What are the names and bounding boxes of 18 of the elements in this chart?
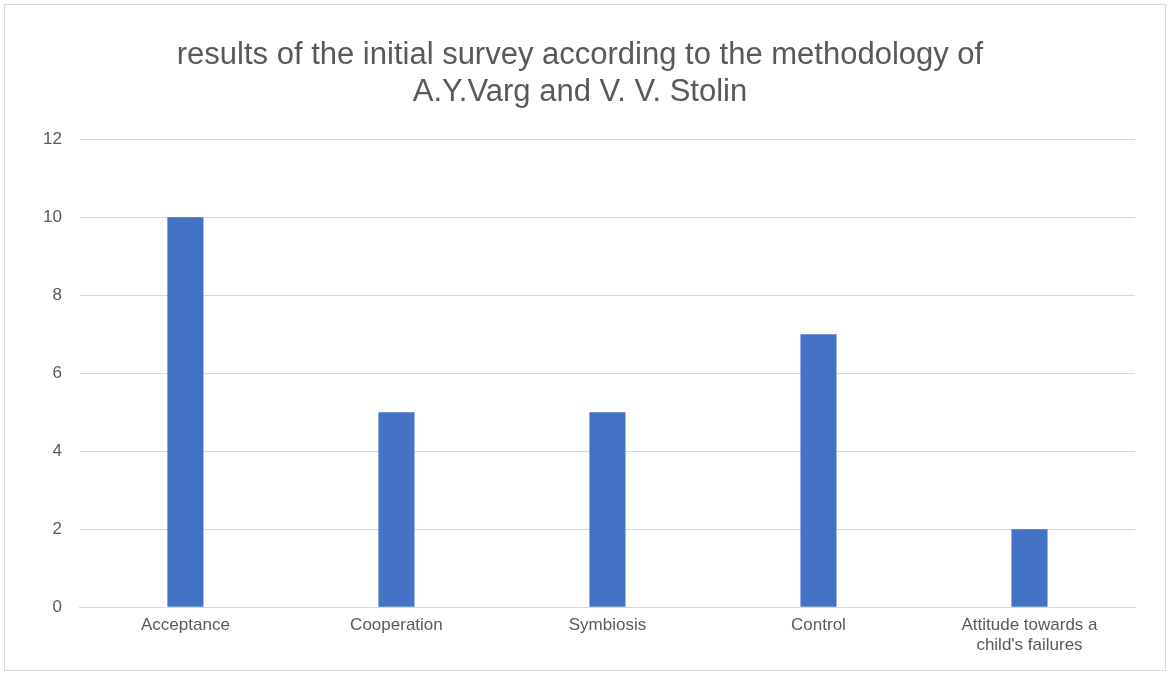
x-tick-label: Attitude towards a child's failures bbox=[961, 615, 1099, 655]
chart-title: results of the initial survey according to the methodology of A.Y.Varg and V. V. Stolin bbox=[176, 36, 984, 109]
y-tick-label: 2 bbox=[52, 518, 62, 538]
y-tick-label: 12 bbox=[42, 129, 62, 149]
y-tick-label: 0 bbox=[52, 596, 62, 616]
bar bbox=[1011, 529, 1048, 607]
bar bbox=[589, 412, 626, 607]
bar bbox=[167, 217, 204, 607]
x-tick-label: Symbiosis bbox=[568, 615, 647, 635]
y-tick-label: 6 bbox=[52, 362, 62, 382]
x-tick-label: Control bbox=[791, 615, 846, 635]
bar bbox=[800, 334, 837, 607]
bar bbox=[378, 412, 415, 607]
x-tick-label: Acceptance bbox=[141, 615, 230, 635]
y-tick-label: 8 bbox=[52, 285, 62, 305]
x-tick-label: Cooperation bbox=[350, 615, 443, 635]
y-tick-label: 4 bbox=[52, 440, 62, 460]
y-tick-label: 10 bbox=[42, 207, 62, 227]
